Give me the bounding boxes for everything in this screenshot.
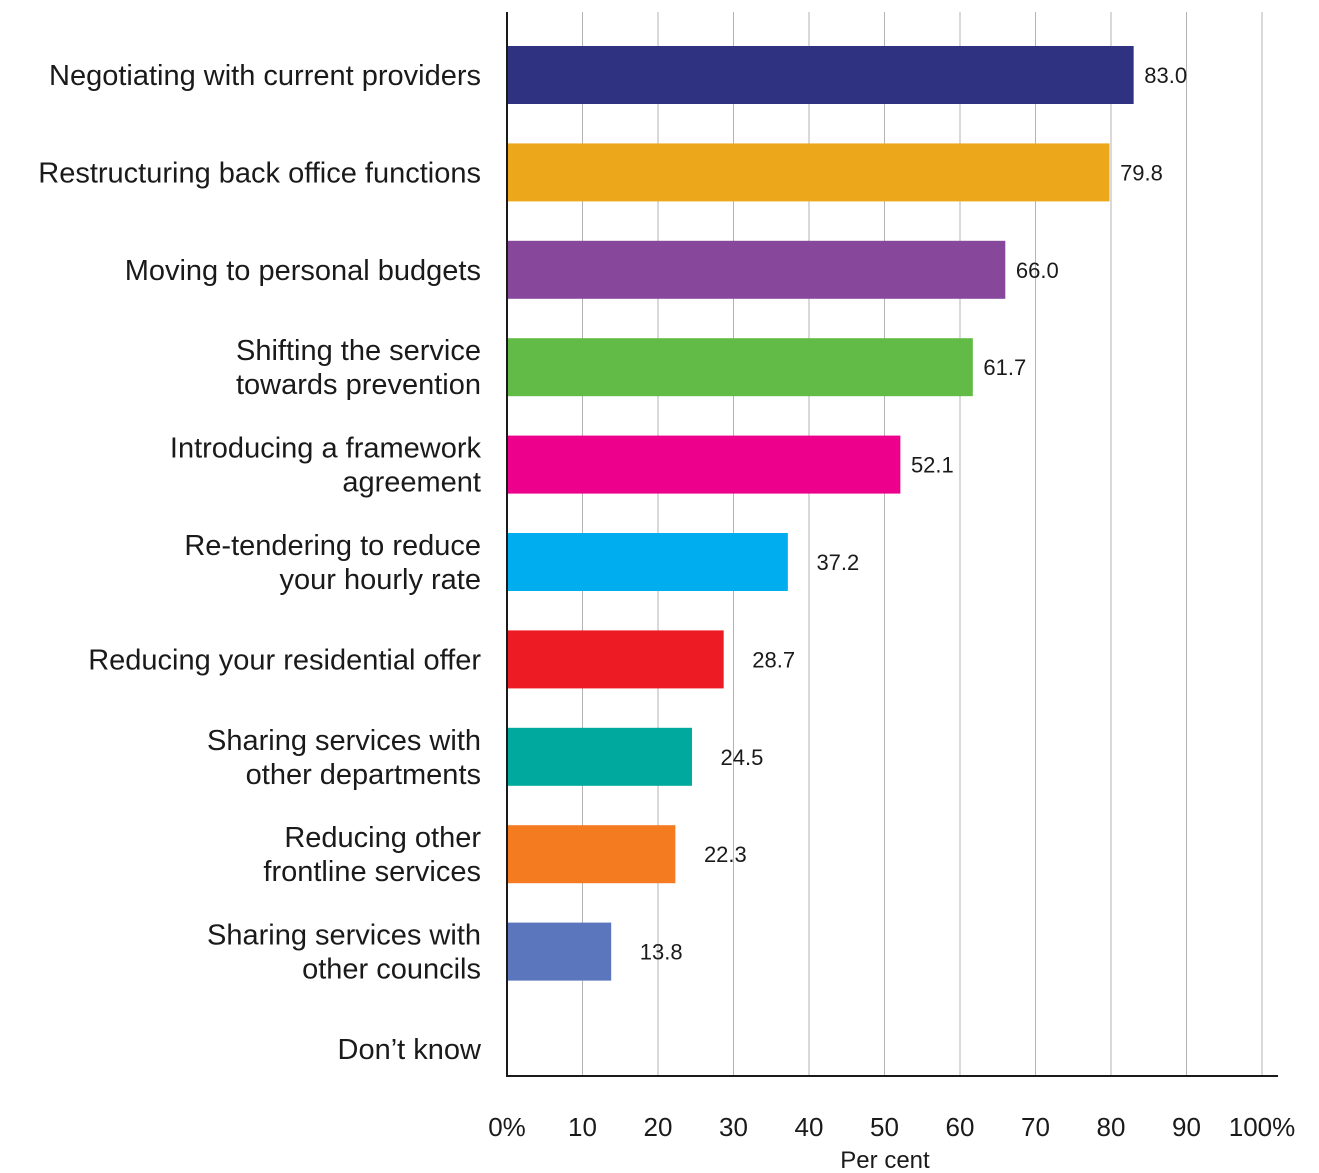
bar <box>507 46 1134 104</box>
category-label: frontline services <box>263 856 481 888</box>
bars <box>507 46 1134 981</box>
labels: 83.0 Negotiating with current providers 79… <box>38 60 1295 1142</box>
value-label: 52.1 <box>911 453 954 478</box>
category-label: Shifting the service <box>236 335 481 367</box>
category-label: Moving to personal budgets <box>125 255 481 287</box>
category-label: Introducing a framework <box>170 433 482 465</box>
axes <box>506 12 1278 1077</box>
x-tick-label: 0% <box>488 1112 526 1142</box>
x-tick-label: 30 <box>719 1112 748 1142</box>
x-tick-label: 80 <box>1097 1112 1126 1142</box>
category-label: other councils <box>302 954 481 986</box>
category-label: towards prevention <box>236 369 481 401</box>
bar <box>507 435 901 494</box>
category-label: Negotiating with current providers <box>49 60 481 92</box>
category-label: Sharing services with <box>207 920 481 952</box>
bar <box>507 727 692 786</box>
category-label: Don’t know <box>338 1034 483 1066</box>
bar <box>507 825 676 884</box>
value-label: 79.8 <box>1120 160 1163 185</box>
x-tick-label: 10 <box>568 1112 597 1142</box>
value-label: 37.2 <box>816 550 859 575</box>
category-label: other departments <box>246 759 481 791</box>
x-tick-label: 40 <box>795 1112 824 1142</box>
value-label: 66.0 <box>1016 258 1059 283</box>
bar <box>507 533 788 591</box>
category-label: your hourly rate <box>280 564 482 596</box>
bar <box>507 922 612 981</box>
x-tick-label: 50 <box>870 1112 899 1142</box>
value-label: 13.8 <box>640 940 683 965</box>
category-label: Reducing your residential offer <box>88 644 481 676</box>
bar <box>507 630 724 689</box>
category-label: Re-tendering to reduce <box>184 530 481 562</box>
value-label: 22.3 <box>704 842 747 867</box>
value-label: 61.7 <box>983 355 1026 380</box>
category-label: Sharing services with <box>207 725 481 757</box>
bar <box>507 338 973 397</box>
value-label: 28.7 <box>752 647 795 672</box>
category-label: agreement <box>342 467 481 499</box>
x-tick-label: 90 <box>1172 1112 1201 1142</box>
category-label: Restructuring back office functions <box>38 157 481 189</box>
value-label: 83.0 <box>1144 63 1187 88</box>
x-tick-label: 100% <box>1229 1112 1296 1142</box>
bar <box>507 143 1110 202</box>
category-label: Reducing other <box>284 822 481 854</box>
value-label: 24.5 <box>721 745 764 770</box>
x-tick-label: 20 <box>644 1112 673 1142</box>
bar <box>507 240 1006 299</box>
x-tick-label: 60 <box>946 1112 975 1142</box>
x-axis-title: Per cent <box>840 1147 930 1173</box>
x-tick-label: 70 <box>1021 1112 1050 1142</box>
